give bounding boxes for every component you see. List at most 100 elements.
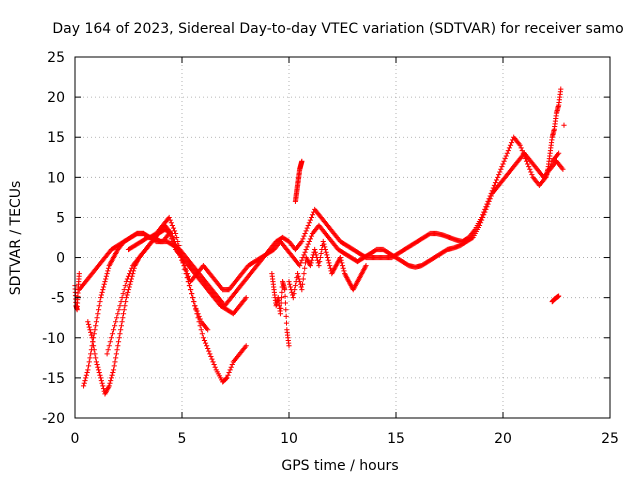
data-point [97, 372, 103, 378]
data-point [168, 220, 174, 226]
data-point [223, 375, 229, 382]
data-point [299, 158, 305, 164]
data-point [190, 295, 196, 301]
data-point [207, 351, 213, 357]
data-point [212, 364, 218, 370]
data-point [243, 343, 249, 349]
data-point [168, 230, 174, 237]
data-point [341, 268, 347, 274]
data-point [80, 383, 87, 389]
data-point [107, 339, 113, 345]
data-point [561, 122, 567, 128]
data-point [170, 225, 177, 231]
data-point [283, 320, 290, 326]
data-point [363, 262, 369, 269]
data-point [85, 319, 91, 325]
data-point [209, 356, 215, 362]
data-point [92, 327, 98, 333]
series-outlier-2 [561, 122, 567, 128]
data-point [283, 313, 289, 319]
series-burst-3 [286, 238, 369, 301]
data-point [87, 327, 93, 333]
data-point [205, 345, 211, 352]
series-trace-4 [104, 150, 566, 357]
data-point [99, 289, 105, 295]
data-point [98, 377, 104, 384]
data-point [322, 246, 328, 253]
data-point [294, 271, 301, 277]
data-point [96, 369, 102, 376]
data-point [208, 353, 214, 360]
data-point [279, 289, 285, 295]
data-point [317, 258, 323, 265]
data-point [109, 372, 115, 378]
data-point [166, 214, 172, 221]
data-point [121, 307, 127, 313]
data-point [111, 363, 117, 369]
data-point [300, 236, 306, 242]
data-point [523, 158, 530, 164]
data-point [339, 262, 346, 269]
x-axis-label: GPS time / hours [281, 458, 398, 474]
data-point [479, 214, 485, 221]
data-point [483, 204, 489, 210]
data-point [306, 220, 312, 226]
data-point [301, 271, 307, 277]
data-point [307, 217, 313, 223]
data-point [301, 233, 307, 239]
data-point [286, 279, 292, 285]
data-point [490, 185, 496, 191]
data-point [278, 295, 285, 301]
data-point [312, 246, 318, 253]
data-point [105, 265, 112, 271]
data-point [98, 375, 104, 381]
data-point [95, 311, 101, 317]
data-point [206, 348, 212, 354]
data-point [94, 361, 100, 368]
data-point [292, 283, 299, 289]
data-point [500, 161, 506, 167]
data-point [327, 262, 333, 269]
data-point [312, 249, 318, 255]
data-point [306, 238, 312, 245]
data-point [307, 236, 313, 242]
data-point [229, 361, 235, 368]
y-tick-label: -15 [42, 371, 65, 387]
data-point [113, 319, 119, 325]
data-point [184, 271, 190, 277]
data-point [228, 364, 234, 370]
data-point [171, 228, 178, 234]
data-point [107, 380, 113, 386]
x-tick-label: 25 [601, 431, 619, 447]
data-point [100, 383, 106, 389]
data-point [128, 268, 134, 274]
data-point [86, 324, 92, 330]
data-point [300, 276, 306, 282]
data-point [169, 233, 175, 239]
data-point [115, 311, 121, 317]
data-point [125, 273, 132, 279]
data-point [302, 249, 308, 255]
data-point [120, 315, 126, 321]
data-point [525, 161, 531, 167]
data-point [299, 257, 305, 263]
data-point [123, 299, 129, 305]
data-point [122, 283, 128, 289]
data-point [86, 359, 92, 365]
data-point [124, 292, 130, 298]
data-point [120, 311, 127, 317]
y-tick-label: 0 [56, 251, 65, 267]
data-point [243, 295, 249, 301]
data-point [101, 281, 107, 287]
data-point [529, 172, 535, 178]
data-point [308, 233, 315, 239]
data-point [113, 355, 119, 361]
data-point [111, 323, 118, 329]
grid-lines [75, 57, 610, 418]
data-point [189, 291, 195, 297]
data-point [556, 293, 562, 299]
data-point [88, 332, 95, 338]
data-point [106, 383, 112, 389]
data-point [196, 319, 202, 325]
series-burst-2 [292, 158, 305, 204]
